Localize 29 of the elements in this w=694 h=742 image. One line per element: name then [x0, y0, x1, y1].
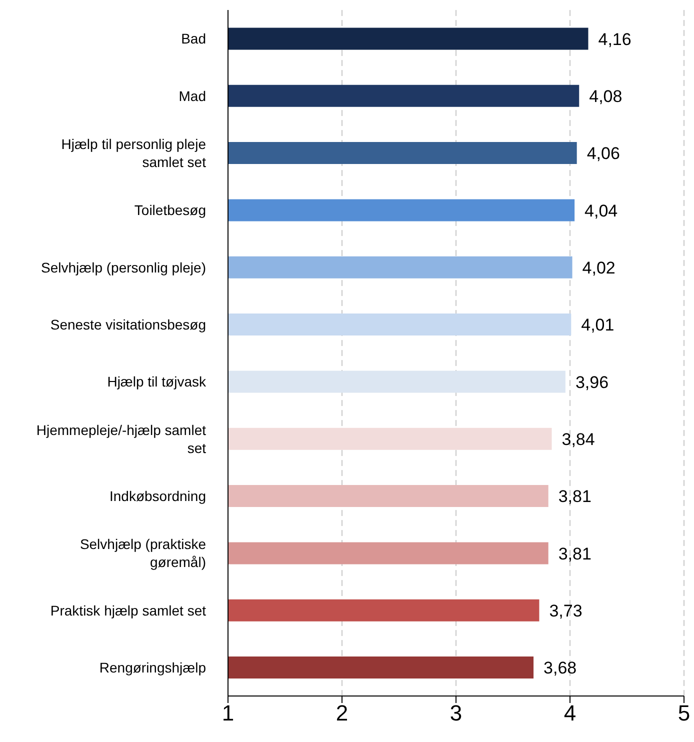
y-tick-label: Bad [181, 30, 206, 47]
data-label: 3,96 [575, 372, 609, 392]
y-tick-label: Praktisk hjælp samlet set [50, 602, 206, 618]
x-tick-label: 4 [564, 700, 576, 726]
data-label: 3,81 [558, 487, 592, 506]
data-label: 3,68 [544, 658, 577, 678]
y-tick-label: Hjælp til personlig pleje samlet set [61, 136, 206, 170]
x-tick-label: 3 [450, 700, 462, 726]
data-label: 4,02 [582, 258, 616, 278]
data-label: 3,81 [558, 544, 592, 564]
data-label: 4,01 [581, 316, 614, 335]
y-tick-label: Mad [178, 88, 206, 104]
data-label: 3,73 [549, 601, 582, 620]
data-label: 4,08 [589, 86, 622, 106]
y-tick-label: Selvhjælp (praktiske gøremål) [80, 536, 206, 570]
x-tick-label: 2 [336, 700, 348, 726]
y-tick-label: Hjælp til tøjvask [107, 374, 207, 390]
y-tick-label: Seneste visitationsbesøg [50, 316, 206, 332]
y-tick-label: Toiletbesøg [134, 202, 206, 218]
data-label: 4,04 [584, 201, 618, 220]
y-tick-label: Indkøbsordning [109, 488, 206, 504]
y-tick-label: Hjemmepleje/-hjælp samlet set [36, 422, 206, 456]
data-label: 3,84 [562, 430, 595, 449]
x-tick-label: 5 [678, 700, 690, 726]
y-tick-label: Selvhjælp (personlig pleje) [41, 259, 206, 276]
data-label: 4,06 [586, 144, 620, 164]
data-label: 4,16 [598, 30, 632, 49]
x-tick-label: 1 [222, 700, 234, 726]
y-tick-label: Rengøringshjælp [99, 659, 206, 676]
